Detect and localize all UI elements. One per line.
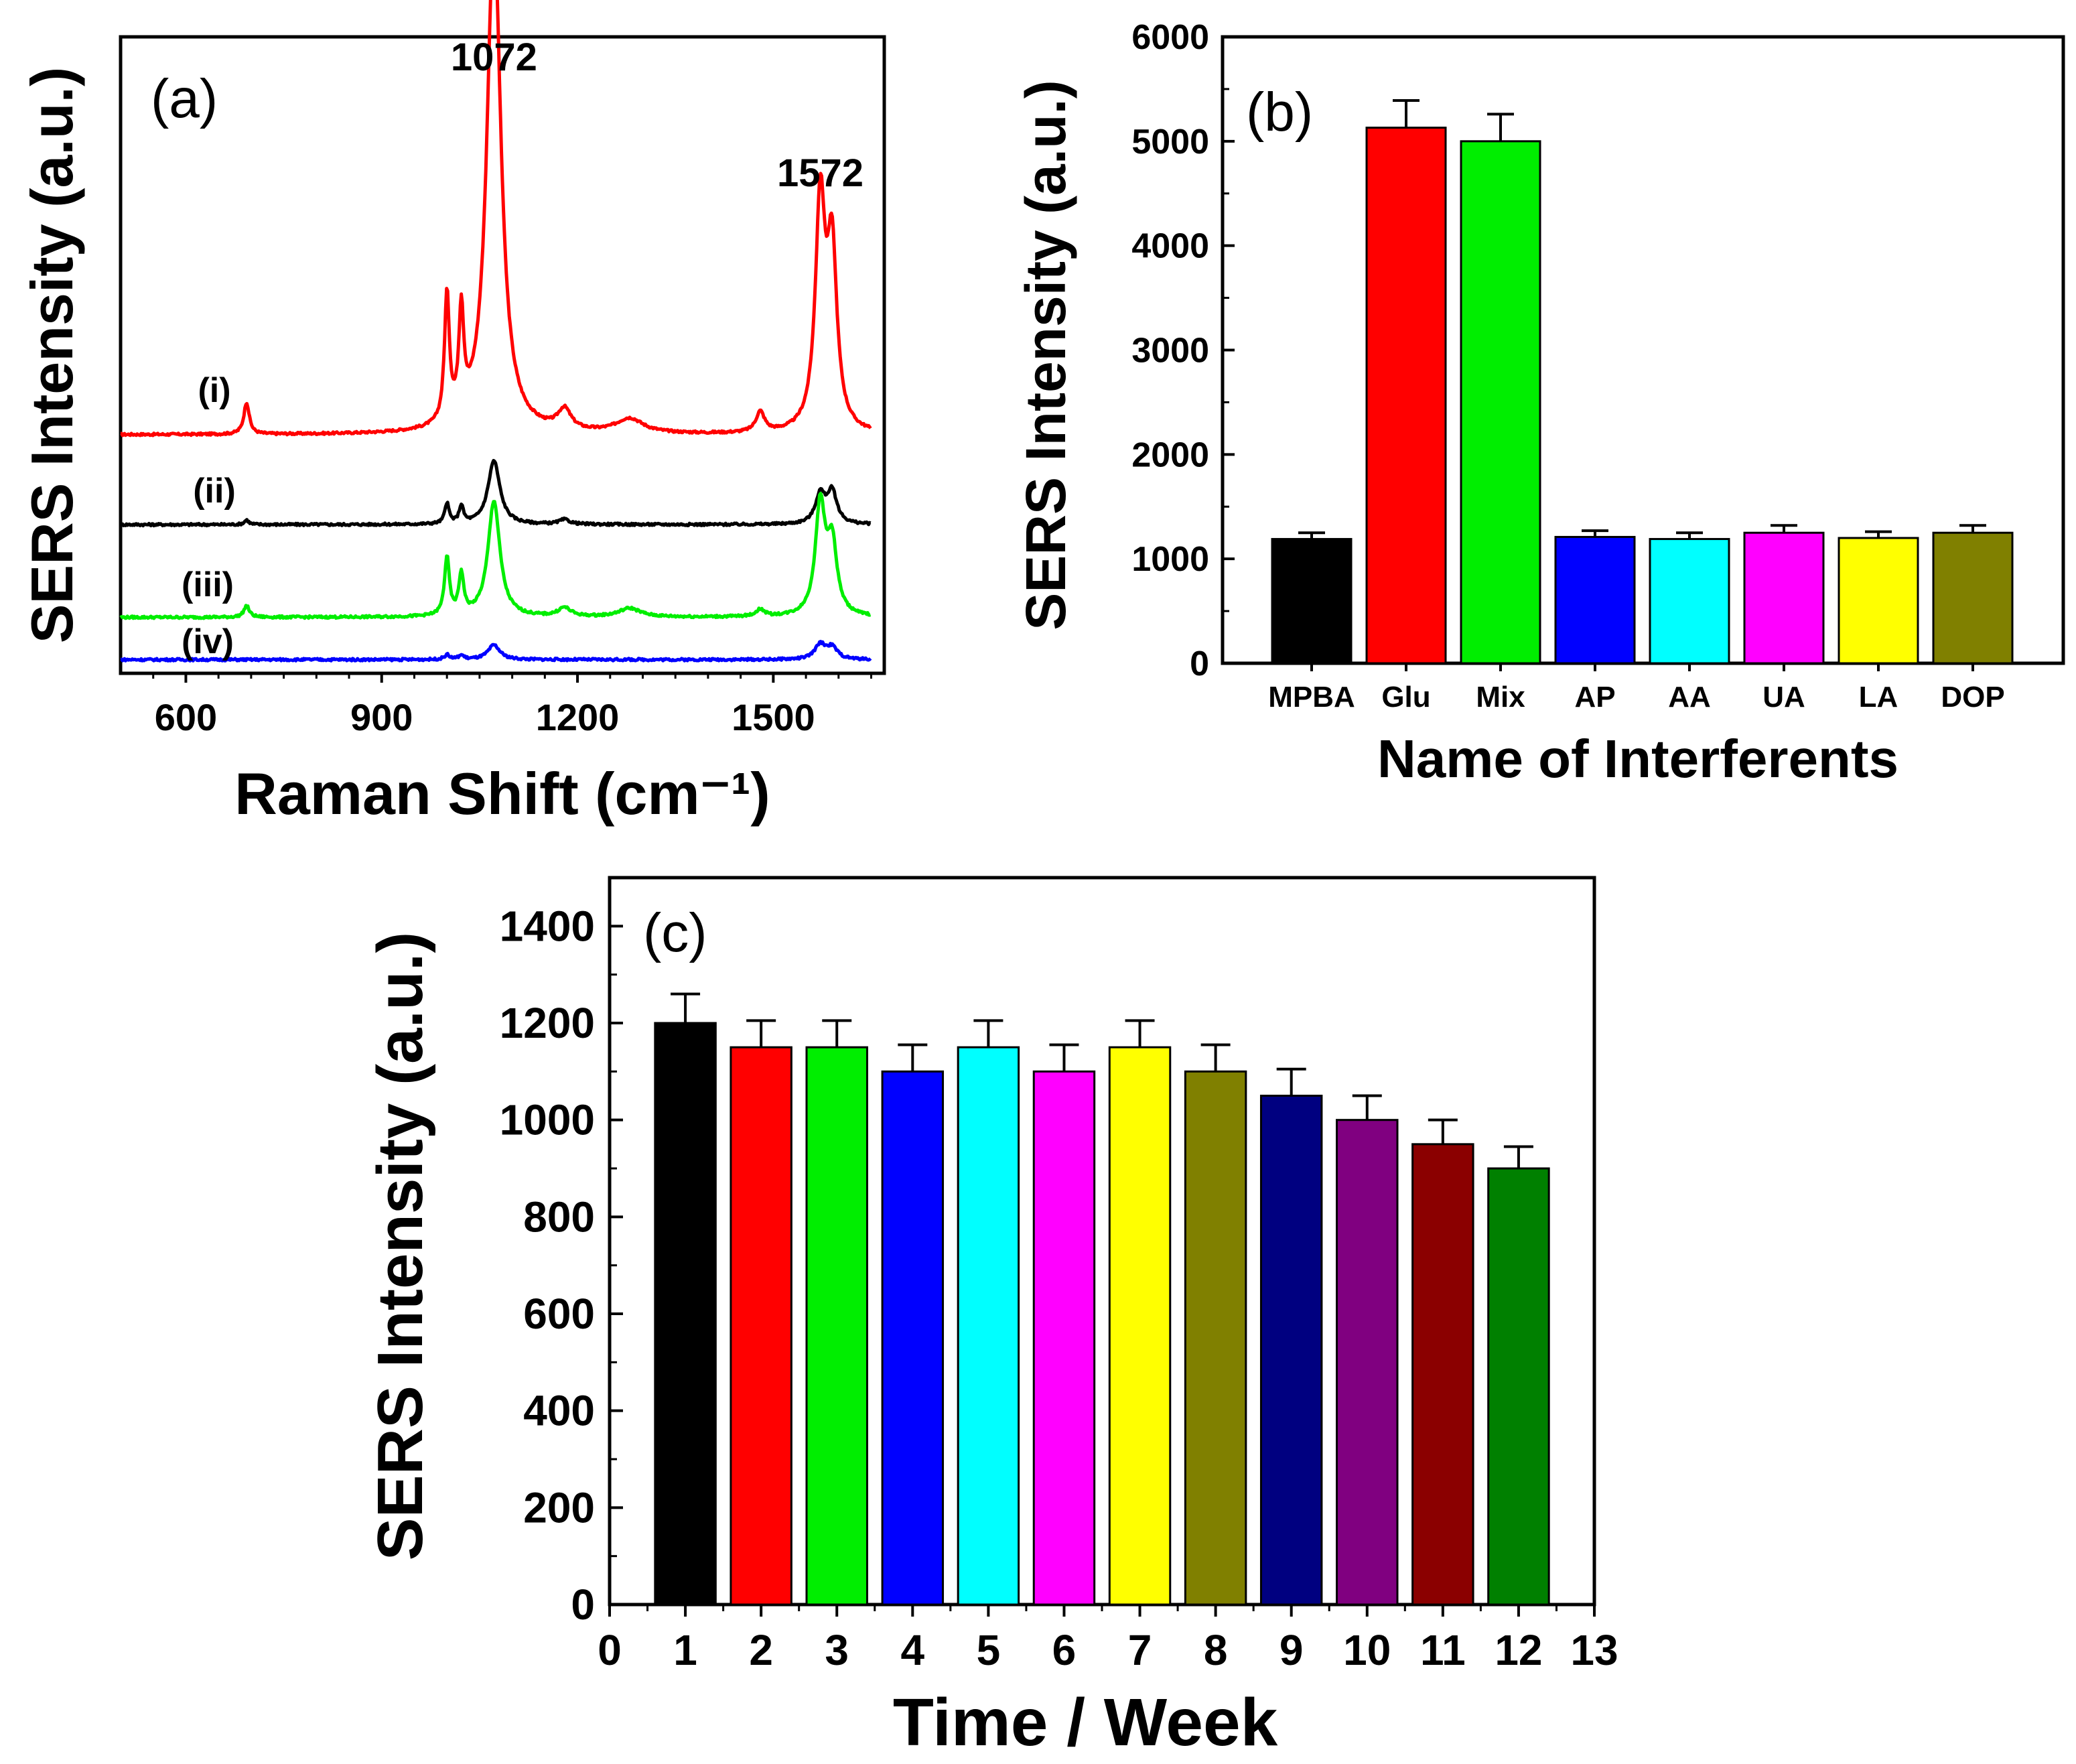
panel-a-series-labels: (i) (ii) (iii) (iv)	[182, 371, 236, 661]
panel-a-spectrum-2	[119, 459, 872, 528]
panel-c-y-axis-title: SERS Intensity (a.u.)	[364, 932, 436, 1561]
panel-b-bar-glu	[1365, 127, 1447, 665]
panel-c-bar-week-2	[730, 1046, 792, 1606]
panel-c-bar-week-3	[805, 1046, 868, 1606]
panel-b-category-label: Mix	[1476, 681, 1525, 714]
panel-a-spectrum-1	[120, 0, 872, 437]
panel-c-y-tick-label: 1400	[500, 902, 595, 950]
panel-c-x-axis-title: Time / Week	[893, 1685, 1278, 1760]
panel-c-bar-week-8	[1184, 1070, 1247, 1606]
panel-a-series-label: (iii)	[182, 565, 234, 604]
panel-c-bar-week-7	[1108, 1046, 1172, 1606]
panel-a-label: (a)	[151, 68, 218, 129]
panel-b-category-label: DOP	[1941, 681, 2004, 714]
panel-c-y-tick-label: 0	[571, 1580, 595, 1629]
panel-c-x-tick-label: 12	[1495, 1626, 1542, 1674]
panel-b-bars	[1271, 99, 2014, 665]
panel-b-y-tick-label: 4000	[1131, 227, 1209, 266]
panel-a-spectrum-4	[120, 640, 872, 663]
panel-b-bar-la	[1838, 537, 1919, 665]
panel-c-bar-week-6	[1032, 1070, 1096, 1606]
panel-b-category-label: MPBA	[1268, 681, 1355, 714]
panel-a-x-ticks: 600 900 1200 1500	[152, 673, 873, 738]
panel-b-y-axis-title: SERS Intensity (a.u.)	[1014, 80, 1077, 630]
panel-a-series-label: (ii)	[193, 472, 236, 511]
panel-c-bar-week-4	[881, 1070, 945, 1606]
panel-c-bars	[654, 992, 1550, 1606]
panel-c-y-ticks: 0 200 400 600 800 1000 1200 1400	[500, 902, 623, 1629]
panel-c-y-tick-label: 200	[523, 1483, 595, 1532]
panel-c-y-tick-label: 600	[523, 1290, 595, 1338]
panel-c-x-tick-label: 10	[1343, 1626, 1391, 1674]
panel-c-bar-week-5	[957, 1046, 1020, 1606]
panel-b-label: (b)	[1246, 82, 1313, 143]
panel-b-bar-dop	[1932, 531, 2014, 665]
panel-a-frame	[119, 35, 886, 675]
panel-c-bar-week-1	[654, 1022, 717, 1606]
panel-b-category-label: LA	[1859, 681, 1898, 714]
panel-b-category-label: AP	[1574, 681, 1615, 714]
panel-c-bar-week-12	[1487, 1167, 1550, 1606]
panel-c-x-tick-label: 5	[977, 1626, 1001, 1674]
panel-c-x-tick-label: 3	[825, 1626, 849, 1674]
panel-b-category-labels: MPBA Glu Mix AP AA UA LA DOP	[1268, 663, 2005, 714]
panel-b-category-label: AA	[1668, 681, 1711, 714]
panel-c-x-tick-label: 0	[598, 1626, 622, 1674]
panel-b-bar-ua	[1743, 531, 1825, 665]
panel-c-x-tick-label: 6	[1052, 1626, 1077, 1674]
panel-a-x-tick-label: 1500	[732, 696, 815, 738]
panel-b-bar-mix	[1460, 140, 1541, 665]
panel-a-peak-annotations: 1072 1572	[451, 36, 863, 195]
panel-c-y-tick-label: 1000	[500, 1096, 595, 1144]
panel-a-series-label: (iv)	[182, 622, 234, 661]
panel-a-x-axis-title: Raman Shift (cm⁻¹)	[234, 760, 770, 827]
panel-b-x-axis-title: Name of Interferents	[1377, 729, 1898, 789]
panel-b-y-tick-label: 3000	[1131, 332, 1209, 370]
panel-b-bar-aa	[1649, 538, 1730, 665]
panel-c-label: (c)	[643, 902, 707, 963]
panel-c-y-tick-label: 400	[523, 1387, 595, 1435]
panel-c-x-ticks: 0 1 2 3 4 5 6 7 8 9 10 11 12 13	[598, 1605, 1618, 1674]
panel-b-bar-mpba	[1271, 538, 1353, 665]
panel-b-interferents-bar-chart: 0 1000 2000 3000 4000 5000 6000 MPBA Glu Mix AP AA…	[1014, 18, 2065, 789]
panel-b-category-label: Glu	[1381, 681, 1430, 714]
panel-a-series-label: (i)	[198, 371, 230, 410]
panel-c-bar-week-9	[1259, 1095, 1323, 1606]
panel-a-raman-spectra: 600 900 1200 1500 1072 1572 (i) (ii) (iii) (iv)…	[19, 0, 886, 827]
panel-b-y-tick-label: 0	[1190, 644, 1209, 683]
panel-a-spectra	[119, 0, 872, 663]
panel-c-x-tick-label: 8	[1204, 1626, 1228, 1674]
panel-b-y-ticks: 0 1000 2000 3000 4000 5000 6000	[1131, 18, 1235, 683]
panel-a-spectrum-3	[119, 492, 872, 620]
panel-c-x-tick-label: 4	[901, 1626, 925, 1674]
panel-c-x-tick-label: 11	[1420, 1626, 1466, 1674]
panel-b-y-tick-label: 6000	[1131, 18, 1209, 57]
panel-a-peak-label: 1572	[777, 151, 863, 195]
panel-c-x-tick-label: 7	[1128, 1626, 1152, 1674]
panel-c-y-tick-label: 800	[523, 1193, 595, 1241]
panel-c-bar-week-10	[1336, 1119, 1399, 1606]
panel-b-y-tick-label: 5000	[1131, 123, 1209, 161]
panel-c-bar-week-11	[1411, 1143, 1474, 1606]
panel-a-y-axis-title: SERS Intensity (a.u.)	[19, 67, 85, 644]
panel-a-x-tick-label: 600	[155, 696, 217, 738]
panel-a-x-tick-label: 900	[350, 696, 413, 738]
panel-b-y-tick-label: 1000	[1131, 540, 1209, 579]
panel-b-y-tick-label: 2000	[1131, 435, 1209, 474]
panel-b-category-label: UA	[1762, 681, 1805, 714]
panel-a-x-tick-label: 1200	[536, 696, 620, 738]
panel-c-x-tick-label: 1	[673, 1626, 697, 1674]
panel-a-peak-label: 1072	[451, 36, 537, 79]
panel-c-x-tick-label: 2	[749, 1626, 773, 1674]
panel-c-y-tick-label: 1200	[500, 999, 595, 1047]
panel-c-x-tick-label: 13	[1570, 1626, 1618, 1674]
panel-b-bar-ap	[1554, 535, 1636, 665]
panel-c-x-tick-label: 9	[1279, 1626, 1304, 1674]
